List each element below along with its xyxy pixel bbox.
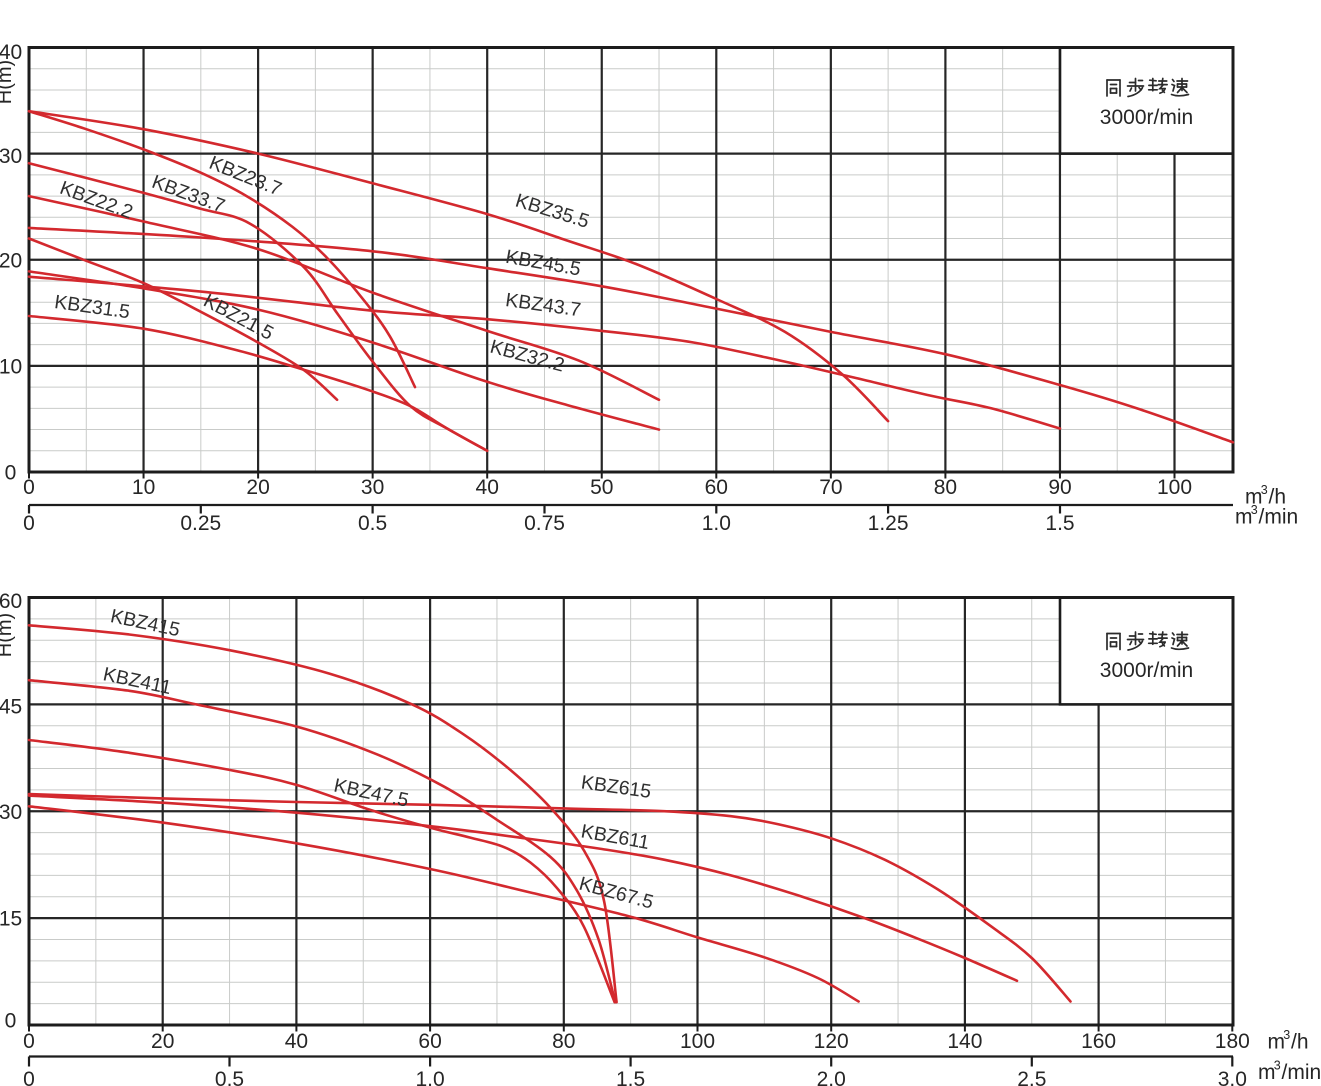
- svg-text:3: 3: [1283, 1028, 1290, 1042]
- svg-text:3: 3: [1251, 503, 1258, 517]
- svg-text:m: m: [1235, 506, 1253, 529]
- svg-text:60: 60: [418, 1030, 441, 1053]
- svg-text:40: 40: [285, 1030, 308, 1053]
- svg-text:60: 60: [705, 476, 728, 499]
- svg-text:1.25: 1.25: [868, 512, 909, 535]
- svg-text:90: 90: [1048, 476, 1071, 499]
- svg-text:50: 50: [590, 476, 613, 499]
- svg-text:15: 15: [0, 908, 22, 931]
- svg-text:/h: /h: [1269, 486, 1287, 509]
- svg-text:3.0: 3.0: [1218, 1068, 1247, 1086]
- svg-text:H(m): H(m): [0, 613, 16, 657]
- svg-text:3000r/min: 3000r/min: [1100, 106, 1193, 129]
- svg-text:80: 80: [934, 476, 957, 499]
- svg-text:30: 30: [0, 145, 22, 168]
- svg-text:3: 3: [1274, 1059, 1281, 1073]
- svg-text:140: 140: [947, 1030, 982, 1053]
- svg-text:40: 40: [476, 476, 499, 499]
- svg-text:0: 0: [23, 1030, 35, 1053]
- svg-text:1.5: 1.5: [1045, 512, 1074, 535]
- svg-text:120: 120: [814, 1030, 849, 1053]
- svg-text:40: 40: [0, 41, 22, 64]
- svg-text:3: 3: [1261, 483, 1268, 497]
- svg-text:3000r/min: 3000r/min: [1100, 659, 1193, 682]
- svg-text:1.0: 1.0: [415, 1068, 444, 1086]
- svg-text:m: m: [1258, 1061, 1276, 1084]
- svg-text:0.5: 0.5: [358, 512, 387, 535]
- svg-text:30: 30: [0, 801, 22, 824]
- svg-text:H(m): H(m): [0, 60, 16, 104]
- svg-text:1.5: 1.5: [616, 1068, 645, 1086]
- svg-text:10: 10: [132, 476, 155, 499]
- svg-text:20: 20: [246, 476, 269, 499]
- svg-text:0: 0: [23, 1068, 35, 1086]
- svg-text:0: 0: [5, 462, 17, 485]
- svg-text:2.0: 2.0: [817, 1068, 846, 1086]
- svg-text:100: 100: [1157, 476, 1192, 499]
- svg-text:60: 60: [0, 590, 22, 613]
- svg-text:0.25: 0.25: [180, 512, 221, 535]
- svg-text:0.75: 0.75: [524, 512, 565, 535]
- svg-text:30: 30: [361, 476, 384, 499]
- svg-text:20: 20: [151, 1030, 174, 1053]
- svg-text:100: 100: [680, 1030, 715, 1053]
- svg-text:45: 45: [0, 696, 22, 719]
- svg-text:1.0: 1.0: [702, 512, 731, 535]
- svg-text:m: m: [1245, 486, 1263, 509]
- svg-text:180: 180: [1215, 1030, 1250, 1053]
- svg-text:/h: /h: [1291, 1031, 1309, 1054]
- svg-text:0.5: 0.5: [215, 1068, 244, 1086]
- svg-text:2.5: 2.5: [1017, 1068, 1046, 1086]
- svg-text:0: 0: [23, 476, 35, 499]
- svg-text:10: 10: [0, 356, 22, 379]
- svg-text:0: 0: [5, 1010, 17, 1033]
- svg-text:20: 20: [0, 249, 22, 272]
- svg-text:70: 70: [819, 476, 842, 499]
- svg-text:160: 160: [1081, 1030, 1116, 1053]
- svg-text:/min: /min: [1259, 506, 1299, 529]
- svg-text:/min: /min: [1282, 1061, 1321, 1084]
- svg-text:80: 80: [552, 1030, 575, 1053]
- svg-text:m: m: [1268, 1031, 1286, 1054]
- svg-text:0: 0: [23, 512, 35, 535]
